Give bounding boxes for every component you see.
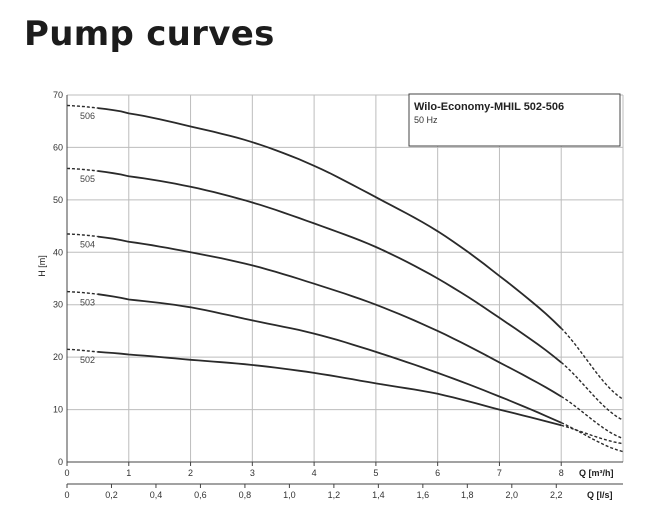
x2-tick-label: 0,4 <box>150 490 163 500</box>
y-tick-label: 60 <box>53 142 63 152</box>
y-axis-label: H [m] <box>37 255 47 277</box>
curve-504-dashed-end <box>560 395 624 440</box>
y-tick-label: 40 <box>53 247 63 257</box>
y-tick-label: 0 <box>58 457 63 467</box>
x2-tick-label: 0,6 <box>194 490 207 500</box>
x-tick-label: 3 <box>250 468 255 478</box>
x-tick-label: 8 <box>559 468 564 478</box>
y-tick-label: 20 <box>53 352 63 362</box>
curve-505-dashed-end <box>560 361 624 421</box>
series-label-506: 506 <box>80 111 95 121</box>
curve-506-dashed-end <box>560 327 624 400</box>
grid <box>66 94 624 463</box>
x2-tick-label: 1,8 <box>461 490 474 500</box>
x-tick-label: 4 <box>312 468 317 478</box>
x2-tick-label: 2,2 <box>550 490 563 500</box>
curve-504 <box>97 235 562 398</box>
curve-503 <box>97 293 562 424</box>
series-label-505: 505 <box>80 174 95 184</box>
curve-506-dashed-start <box>67 104 99 109</box>
x-tick-label: 2 <box>188 468 193 478</box>
legend-box: Wilo-Economy-MHIL 502-506 50 Hz <box>408 93 621 147</box>
curve-503-dashed-end <box>560 422 624 453</box>
curves: 506 505 504 503 502 <box>66 104 624 453</box>
x2-axis-label: Q [l/s] <box>587 490 613 500</box>
x-axis-label: Q [m³/h] <box>579 468 614 478</box>
x-tick-label: 1 <box>126 468 131 478</box>
y-tick-label: 50 <box>53 195 63 205</box>
x2-tick-label: 0,8 <box>239 490 252 500</box>
x2-tick-label: 1,0 <box>283 490 296 500</box>
x2-tick-label: 1,6 <box>417 490 430 500</box>
y-tick-label: 30 <box>53 300 63 310</box>
curve-502 <box>97 351 562 427</box>
page-title: Pump curves <box>24 14 275 54</box>
curve-506 <box>97 107 562 329</box>
series-label-503: 503 <box>80 297 95 307</box>
curve-505 <box>97 170 562 364</box>
axes: 0 10 20 30 40 50 60 70 0 1 2 3 4 5 6 7 8 0 0,2 0,4 0,6 0,8 1,0… <box>53 90 623 500</box>
x2-tick-label: 0 <box>64 490 69 500</box>
chart-subtitle: 50 Hz <box>414 115 438 125</box>
x2-tick-label: 1,4 <box>372 490 385 500</box>
curve-503-dashed-start <box>67 290 98 295</box>
curve-502-dashed-end <box>561 424 624 445</box>
curve-502-dashed-start <box>67 348 98 353</box>
x2-tick-label: 0,2 <box>105 490 118 500</box>
y-tick-label: 70 <box>53 90 63 100</box>
curve-504-dashed-start <box>66 233 99 238</box>
x-tick-label: 5 <box>373 468 378 478</box>
x-tick-label: 0 <box>64 468 69 478</box>
y-tick-label: 10 <box>53 405 63 415</box>
legend-frame <box>408 93 621 147</box>
x-tick-label: 6 <box>435 468 440 478</box>
x2-tick-label: 2,0 <box>506 490 519 500</box>
x2-tick-label: 1,2 <box>328 490 341 500</box>
x-tick-label: 7 <box>497 468 502 478</box>
chart-title: Wilo-Economy-MHIL 502-506 <box>414 101 564 113</box>
series-label-504: 504 <box>80 240 95 250</box>
curve-505-dashed-start <box>67 167 98 172</box>
series-label-502: 502 <box>80 355 95 365</box>
